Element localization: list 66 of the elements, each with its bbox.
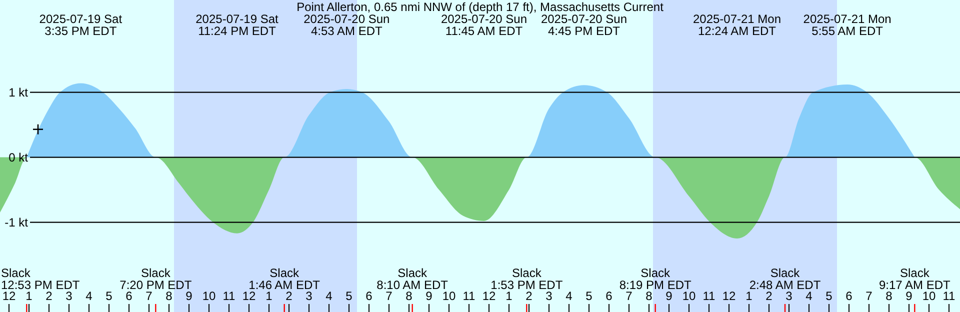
annotation: Slack 1:53 PM EDT [490,266,564,292]
annotation: 2025-07-21 Mon 5:55 AM EDT [803,12,892,38]
x-tick-label: 4 [566,289,573,303]
x-tick-label: 2 [286,289,293,303]
annotation: Slack 1:46 AM EDT [248,266,321,292]
x-tick-label: 9 [186,289,193,303]
x-tick-label: 7 [146,289,153,303]
x-tick-label: 7 [386,289,393,303]
x-tick-label: 6 [606,289,613,303]
x-tick-label: 12 [2,289,16,303]
annotation: 2025-07-19 Sat 3:35 PM EDT [39,12,123,38]
y-tick-label: 1 kt [8,85,29,100]
x-tick-label: 2 [526,289,533,303]
chart-title: Point Allerton, 0.65 nmi NNW of (depth 17 ft), Massachusetts Current [296,0,664,14]
annotation: 2025-07-20 Sun 11:45 AM EDT [440,12,528,38]
x-tick-label: 4 [806,289,813,303]
annotation: 2025-07-20 Sun 4:45 PM EDT [540,12,628,38]
annotation: 2025-07-21 Mon 12:24 AM EDT [692,12,782,38]
annotation: Slack 8:19 PM EDT [619,266,692,292]
x-tick-label: 8 [406,289,413,303]
x-tick-label: 5 [106,289,113,303]
x-tick-label: 11 [942,289,956,303]
x-tick-label: 7 [626,289,633,303]
x-tick-label: 9 [666,289,673,303]
x-tick-label: 2 [766,289,773,303]
x-tick-label: 3 [786,289,793,303]
x-tick-label: 6 [126,289,133,303]
x-tick-label: 11 [222,289,236,303]
x-tick-label: 5 [586,289,593,303]
x-tick-label: 10 [202,289,216,303]
x-tick-label: 3 [546,289,553,303]
x-tick-label: 6 [366,289,373,303]
annotation: 2025-07-19 Sat 11:24 PM EDT [196,12,280,38]
x-tick-label: 5 [346,289,353,303]
x-tick-label: 7 [866,289,873,303]
x-tick-label: 1 [746,289,753,303]
y-tick-label: -1 kt [4,215,29,230]
annotation: Slack 2:48 AM EDT [749,266,822,292]
x-tick-label: 8 [886,289,893,303]
x-tick-label: 8 [646,289,653,303]
annotation: 2025-07-20 Sun 4:53 AM EDT [304,12,390,38]
x-tick-label: 1 [266,289,273,303]
x-tick-label: 10 [442,289,456,303]
x-tick-label: 2 [46,289,53,303]
x-tick-label: 4 [326,289,333,303]
annotation: Slack 8:10 AM EDT [376,266,449,292]
x-tick-label: 8 [166,289,173,303]
annotation: Slack 12:53 PM EDT [1,266,80,292]
x-tick-label: 12 [482,289,496,303]
x-tick-label: 12 [242,289,256,303]
x-tick-label: 3 [306,289,313,303]
x-tick-label: 9 [426,289,433,303]
x-tick-label: 3 [66,289,73,303]
x-tick-label: 4 [86,289,93,303]
annotation: Slack 9:17 AM EDT [878,266,952,292]
x-tick-label: 1 [506,289,513,303]
annotation: Slack 7:20 PM EDT [120,266,192,292]
x-tick-label: 5 [826,289,833,303]
x-tick-label: 11 [462,289,476,303]
x-tick-label: 1 [26,289,33,303]
x-tick-label: 10 [922,289,936,303]
x-tick-label: 6 [846,289,853,303]
x-tick-label: 9 [906,289,913,303]
x-tick-label: 11 [702,289,716,303]
x-tick-label: 12 [722,289,736,303]
x-tick-label: 10 [682,289,696,303]
